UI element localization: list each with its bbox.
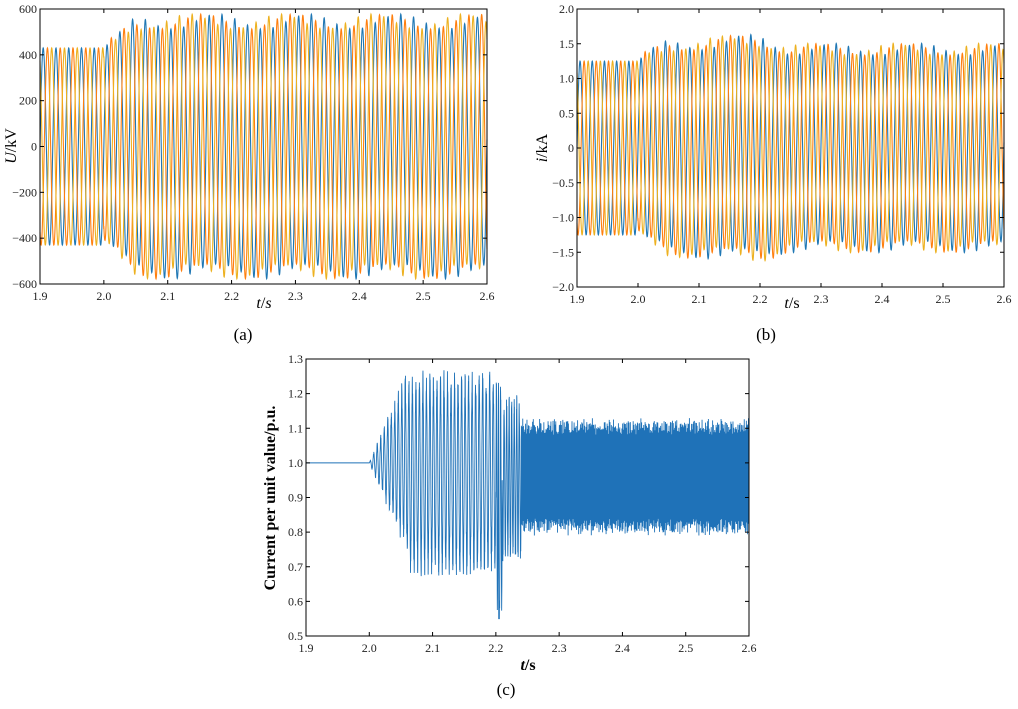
ytick-label: 0.5	[288, 629, 303, 643]
chart-b-ylabel-var: i	[534, 158, 551, 162]
ytick-label: 0.9	[288, 491, 303, 505]
xtick-label: 2.6	[997, 292, 1012, 306]
caption-b: (b)	[756, 325, 776, 344]
xtick-label: 2.0	[631, 292, 646, 306]
xtick-label: 2.2	[488, 641, 503, 655]
chart-b-xlabel-var: t	[784, 295, 789, 312]
caption-a: (a)	[233, 325, 253, 344]
series-line-orange	[39, 12, 488, 281]
chart-b-plot	[576, 33, 1005, 263]
series-line-blue	[576, 33, 1005, 261]
ytick-label: −1.5	[552, 245, 574, 259]
current-chart: 2.01.51.00.50−0.5−1.0−1.5−2.0 1.9 2.0 2.1 2…	[534, 2, 1012, 312]
series-line-orange	[576, 34, 1005, 260]
chart-c-xlabel-unit: /s	[524, 657, 536, 674]
xtick-label: 2.3	[552, 641, 567, 655]
ytick-label: 0.8	[288, 525, 303, 539]
xtick-label: 2.4	[615, 641, 630, 655]
xtick-label: 2.1	[692, 292, 707, 306]
xtick-label: 2.5	[936, 292, 951, 306]
chart-c-xlabel-var: t	[520, 657, 525, 674]
xtick-label: 2.1	[160, 289, 175, 303]
xtick-label: 2.5	[416, 289, 431, 303]
ytick-label: 200	[19, 94, 37, 108]
xtick-label: 1.9	[33, 289, 48, 303]
xtick-label: 2.0	[362, 641, 377, 655]
xtick-label: 2.6	[742, 641, 757, 655]
ytick-label: 0.5	[559, 106, 574, 120]
chart-a-xlabel-sep: /	[261, 295, 266, 312]
chart-c-plot	[306, 370, 750, 620]
ytick-label: −200	[12, 185, 37, 199]
chart-a-xlabel-unit: s	[265, 295, 271, 312]
xtick-label: 2.3	[814, 292, 829, 306]
chart-a-yticks: 600 400 200 0 −200 −400 −600	[12, 2, 487, 291]
chart-c-xticks: 1.9 2.0 2.1 2.2 2.3 2.4 2.5 2.6	[299, 359, 757, 655]
chart-b-ylabel-unit: /kA	[534, 133, 551, 157]
chart-a-plot	[39, 12, 488, 281]
xtick-label: 2.2	[753, 292, 768, 306]
series-line-yellow	[39, 12, 488, 281]
ytick-label: 2.0	[559, 2, 574, 16]
xtick-label: 2.0	[96, 289, 111, 303]
ytick-label: −2.0	[552, 280, 574, 294]
ytick-label: 0.6	[288, 594, 303, 608]
per-unit-current-chart: 1.3 1.2 1.1 1.0 0.9 0.8 0.7 0.6 0.5 1.9 2.0 2.1 2.2…	[262, 352, 757, 674]
xtick-label: 2.1	[425, 641, 440, 655]
chart-b-xlabel-sep: /	[789, 295, 794, 312]
ytick-label: 0.7	[288, 560, 303, 574]
chart-a-xticks: 1.9 2.0 2.1 2.2 2.3 2.4 2.5 2.6	[33, 9, 495, 303]
caption-c: (c)	[496, 680, 516, 699]
chart-b-xlabel-unit: s	[793, 295, 799, 312]
chart-a-ylabel-var: U	[3, 151, 20, 164]
ytick-label: −1.0	[552, 211, 574, 225]
ytick-label: 1.1	[288, 421, 303, 435]
ytick-label: −600	[12, 277, 37, 291]
ytick-label: 1.0	[288, 456, 303, 470]
chart-c-yticks: 1.3 1.2 1.1 1.0 0.9 0.8 0.7 0.6 0.5	[288, 352, 749, 643]
series-line-yellow	[576, 34, 1005, 263]
chart-b-xlabel: t/s	[784, 295, 799, 312]
chart-c-ylabel: Current per unit value/p.u.	[262, 406, 279, 591]
ytick-label: 0	[568, 141, 574, 155]
chart-a-ylabel-unit: /kV	[3, 128, 20, 152]
ytick-label: 1.2	[288, 387, 303, 401]
ytick-label: −400	[12, 231, 37, 245]
xtick-label: 1.9	[299, 641, 314, 655]
xtick-label: 1.9	[570, 292, 585, 306]
ytick-label: 1.5	[559, 37, 574, 51]
voltage-chart: 600 400 200 0 −200 −400 −600 1.9 2.0 2.1 2.2 2.3 2.…	[3, 2, 495, 312]
xtick-label: 2.6	[480, 289, 495, 303]
series-line-current	[306, 370, 750, 620]
xtick-label: 2.2	[224, 289, 239, 303]
chart-b-xticks: 1.9 2.0 2.1 2.2 2.3 2.4 2.5 2.6	[570, 9, 1012, 306]
xtick-label: 2.3	[288, 289, 303, 303]
chart-a-xlabel: t/s	[256, 295, 271, 312]
chart-c-xlabel: t/s	[520, 657, 535, 674]
chart-a-ylabel: U/kV	[3, 128, 20, 164]
chart-a-xlabel-var: t	[256, 295, 261, 312]
xtick-label: 2.5	[678, 641, 693, 655]
chart-b-ylabel: i/kA	[534, 133, 551, 162]
ytick-label: 0	[31, 140, 37, 154]
xtick-label: 2.4	[875, 292, 890, 306]
ytick-label: 1.3	[288, 352, 303, 366]
ytick-label: −0.5	[552, 176, 574, 190]
xtick-label: 2.4	[352, 289, 367, 303]
ytick-label: 1.0	[559, 72, 574, 86]
ytick-label: 600	[19, 2, 37, 16]
ytick-label: 400	[19, 48, 37, 62]
chart-b-yticks: 2.0 1.5 1.0 0.5 0 −0.5 −1.0 −1.5 −2.0	[552, 2, 1004, 294]
series-line-blue	[39, 12, 488, 281]
